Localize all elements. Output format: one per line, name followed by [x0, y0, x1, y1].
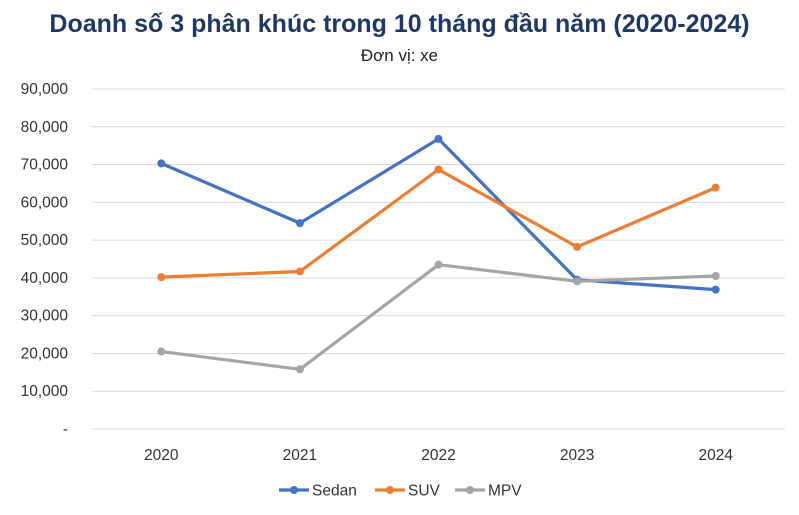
y-tick-label: 40,000 [21, 270, 69, 287]
y-tick-label: - [63, 421, 68, 438]
y-tick-label: 90,000 [21, 81, 69, 98]
y-tick-label: 20,000 [21, 345, 69, 362]
data-point-suv [157, 273, 166, 282]
data-point-suv [573, 242, 582, 251]
y-tick-label: 80,000 [21, 119, 69, 136]
data-point-mpv [295, 365, 304, 374]
data-point-sedan [295, 219, 304, 228]
data-point-sedan [434, 134, 443, 143]
y-tick-label: 70,000 [21, 157, 69, 174]
data-point-mpv [157, 347, 166, 356]
chart-subtitle: Đơn vị: xe [360, 46, 439, 65]
y-tick-label: 60,000 [21, 194, 69, 211]
chart-title: Doanh số 3 phân khúc trong 10 tháng đầu … [49, 10, 750, 38]
data-point-suv [711, 183, 720, 192]
legend-label: MPV [488, 483, 522, 500]
data-point-mpv [573, 277, 582, 286]
data-point-sedan [157, 159, 166, 168]
x-tick-label: 2024 [698, 447, 733, 464]
data-point-mpv [711, 272, 720, 280]
y-tick-label: 10,000 [21, 383, 69, 400]
y-tick-label: 50,000 [21, 232, 69, 249]
legend-label: Sedan [312, 483, 357, 500]
legend-marker-sedan [290, 486, 298, 494]
data-point-mpv [434, 260, 443, 269]
data-point-sedan [711, 285, 720, 294]
data-point-suv [295, 267, 304, 276]
x-tick-label: 2022 [421, 447, 455, 464]
legend-marker-suv [386, 486, 394, 494]
y-tick-label: 30,000 [21, 308, 69, 325]
x-tick-label: 2023 [560, 447, 594, 464]
legend-label: SUV [408, 483, 441, 500]
data-point-suv [434, 165, 443, 174]
x-tick-label: 2021 [283, 447, 317, 464]
legend-marker-mpv [466, 486, 474, 494]
x-tick-label: 2020 [144, 447, 179, 464]
